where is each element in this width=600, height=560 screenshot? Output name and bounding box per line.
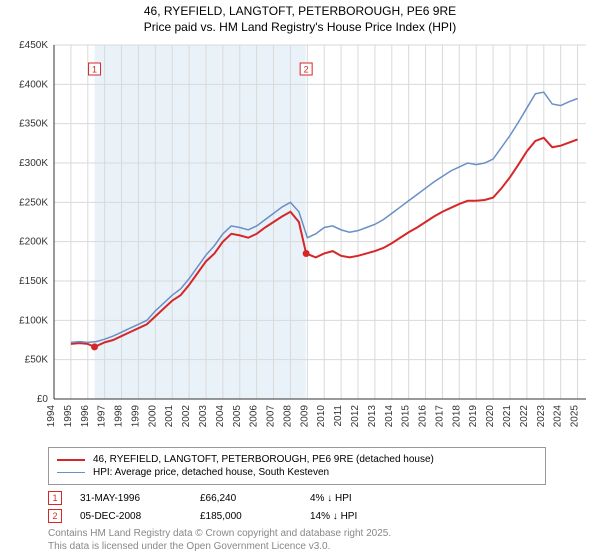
svg-text:2021: 2021 bbox=[502, 405, 513, 428]
svg-text:2008: 2008 bbox=[282, 405, 293, 428]
svg-text:1994: 1994 bbox=[46, 405, 57, 428]
svg-text:2012: 2012 bbox=[350, 405, 361, 428]
svg-text:2016: 2016 bbox=[418, 405, 429, 428]
marker-delta: 4% ↓ HPI bbox=[310, 493, 352, 504]
svg-text:£300K: £300K bbox=[19, 158, 48, 169]
svg-text:2013: 2013 bbox=[367, 405, 378, 428]
svg-text:2010: 2010 bbox=[316, 405, 327, 428]
legend-swatch bbox=[57, 459, 85, 461]
svg-text:1997: 1997 bbox=[97, 405, 108, 428]
marker-row: 1 31-MAY-1996£66,2404% ↓ HPI bbox=[48, 491, 590, 505]
svg-text:2025: 2025 bbox=[570, 405, 581, 428]
svg-text:£100K: £100K bbox=[19, 316, 48, 327]
legend-swatch bbox=[57, 472, 85, 474]
title-line-2: Price paid vs. HM Land Registry's House … bbox=[0, 20, 600, 36]
svg-text:£50K: £50K bbox=[25, 355, 49, 366]
svg-text:2004: 2004 bbox=[215, 405, 226, 428]
svg-text:1: 1 bbox=[92, 65, 97, 75]
svg-text:£450K: £450K bbox=[19, 40, 48, 51]
legend-label: 46, RYEFIELD, LANGTOFT, PETERBOROUGH, PE… bbox=[93, 454, 434, 465]
chart-title: 46, RYEFIELD, LANGTOFT, PETERBOROUGH, PE… bbox=[0, 0, 600, 35]
chart-area: £0 £50K £100K £150K £200K £250K £300K £350K £400… bbox=[10, 39, 590, 439]
marker-number-box: 2 bbox=[48, 509, 62, 523]
svg-text:2022: 2022 bbox=[519, 405, 530, 428]
svg-text:2001: 2001 bbox=[164, 405, 175, 428]
svg-text:£400K: £400K bbox=[19, 80, 48, 91]
svg-text:2017: 2017 bbox=[434, 405, 445, 428]
svg-text:2011: 2011 bbox=[333, 405, 344, 427]
svg-text:2024: 2024 bbox=[553, 405, 564, 428]
marker-number-box: 1 bbox=[48, 491, 62, 505]
svg-text:2007: 2007 bbox=[266, 405, 277, 428]
svg-text:2006: 2006 bbox=[249, 405, 260, 428]
svg-text:1996: 1996 bbox=[80, 405, 91, 428]
marker-price: £185,000 bbox=[200, 511, 310, 522]
marker-table: 1 31-MAY-1996£66,2404% ↓ HPI 2 05-DEC-2008£… bbox=[48, 491, 590, 523]
footer-line-1: Contains HM Land Registry data © Crown c… bbox=[48, 527, 590, 540]
svg-text:1998: 1998 bbox=[114, 405, 125, 428]
svg-text:£350K: £350K bbox=[19, 119, 48, 130]
svg-text:2: 2 bbox=[304, 65, 309, 75]
svg-text:£150K: £150K bbox=[19, 276, 48, 287]
title-line-1: 46, RYEFIELD, LANGTOFT, PETERBOROUGH, PE… bbox=[0, 4, 600, 20]
marker-price: £66,240 bbox=[200, 493, 310, 504]
marker-date: 31-MAY-1996 bbox=[80, 493, 200, 504]
legend: 46, RYEFIELD, LANGTOFT, PETERBOROUGH, PE… bbox=[48, 447, 546, 485]
svg-text:1999: 1999 bbox=[130, 405, 141, 428]
svg-text:2019: 2019 bbox=[468, 405, 479, 428]
marker-row: 2 05-DEC-2008£185,00014% ↓ HPI bbox=[48, 509, 590, 523]
svg-text:2000: 2000 bbox=[147, 405, 158, 428]
footer-line-2: This data is licensed under the Open Gov… bbox=[48, 540, 590, 553]
svg-text:£0: £0 bbox=[37, 394, 49, 405]
legend-label: HPI: Average price, detached house, Sout… bbox=[93, 467, 329, 478]
svg-text:£250K: £250K bbox=[19, 198, 48, 209]
svg-text:1995: 1995 bbox=[63, 405, 74, 428]
svg-text:2003: 2003 bbox=[198, 405, 209, 428]
marker-date: 05-DEC-2008 bbox=[80, 511, 200, 522]
legend-item: HPI: Average price, detached house, Sout… bbox=[57, 467, 537, 478]
svg-text:2023: 2023 bbox=[536, 405, 547, 428]
svg-text:2009: 2009 bbox=[299, 405, 310, 428]
svg-text:2018: 2018 bbox=[451, 405, 462, 428]
svg-text:2014: 2014 bbox=[384, 405, 395, 428]
svg-text:£200K: £200K bbox=[19, 237, 48, 248]
svg-text:2015: 2015 bbox=[401, 405, 412, 428]
svg-text:2020: 2020 bbox=[485, 405, 496, 428]
marker-delta: 14% ↓ HPI bbox=[310, 511, 357, 522]
legend-item: 46, RYEFIELD, LANGTOFT, PETERBOROUGH, PE… bbox=[57, 454, 537, 465]
svg-text:2005: 2005 bbox=[232, 405, 243, 428]
footer-attribution: Contains HM Land Registry data © Crown c… bbox=[48, 527, 590, 553]
svg-text:2002: 2002 bbox=[181, 405, 192, 428]
